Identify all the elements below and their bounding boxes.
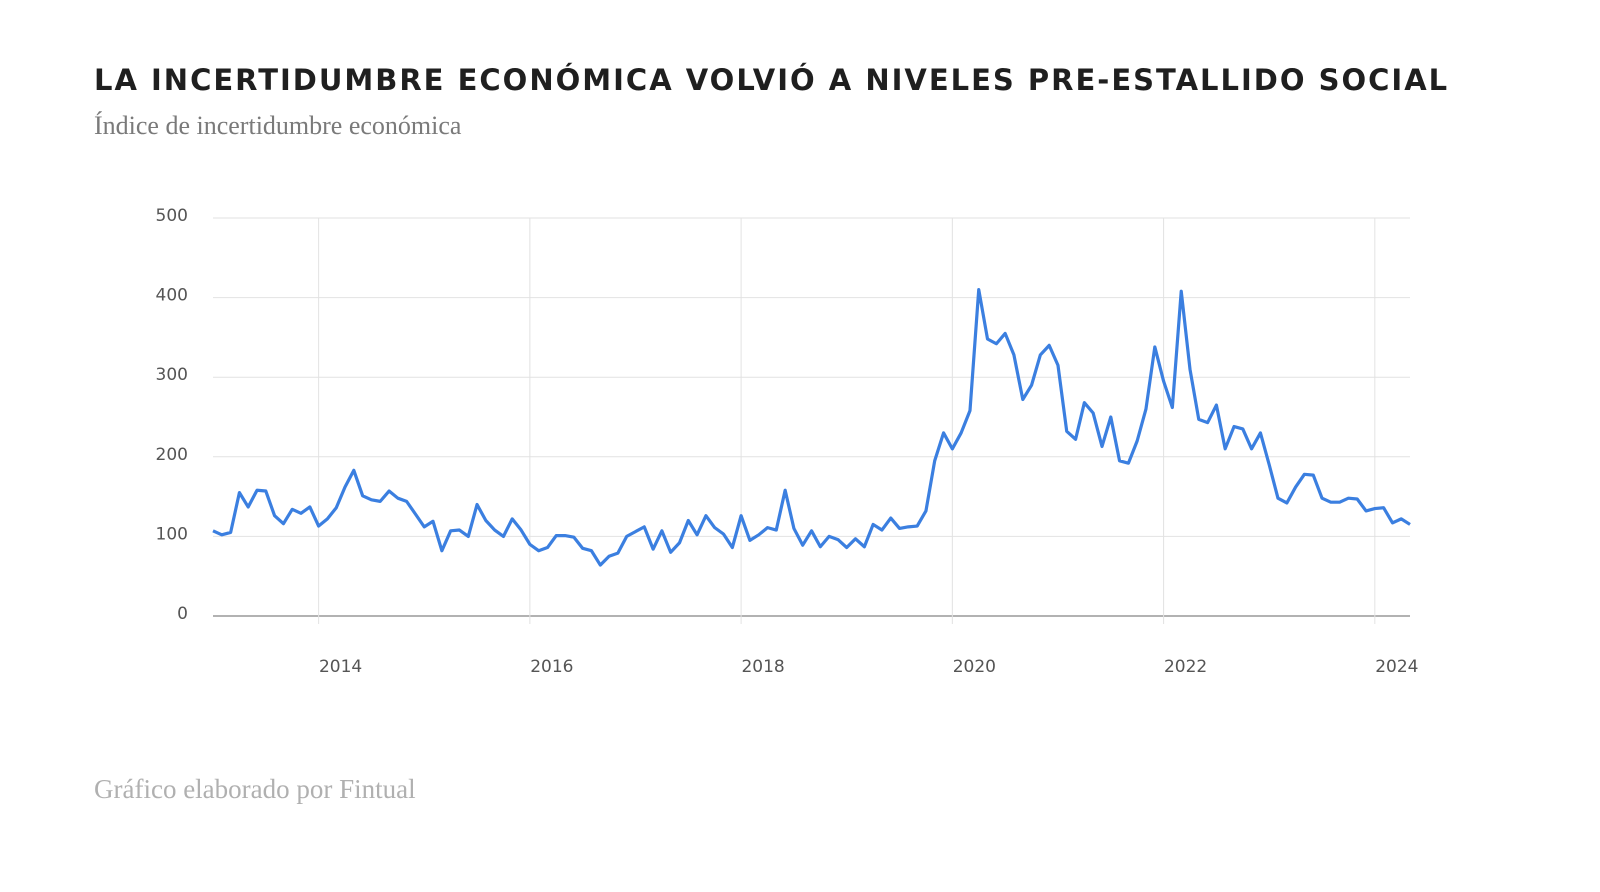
chart-subtitle: Índice de incertidumbre económica xyxy=(94,111,462,140)
chart-title: LA INCERTIDUMBRE ECONÓMICA VOLVIÓ A NIVE… xyxy=(94,63,1449,97)
y-tick-label: 200 xyxy=(156,445,188,465)
x-tick-label: 2022 xyxy=(1164,657,1207,677)
y-tick-label: 300 xyxy=(156,365,188,385)
source-note: Gráfico elaborado por Fintual xyxy=(94,774,416,804)
x-tick-label: 2014 xyxy=(319,657,362,677)
x-tick-label: 2016 xyxy=(530,657,573,677)
x-tick-label: 2018 xyxy=(741,657,784,677)
y-tick-label: 400 xyxy=(156,286,188,306)
y-tick-label: 0 xyxy=(177,604,188,624)
y-tick-label: 100 xyxy=(156,524,188,544)
y-tick-label: 500 xyxy=(156,206,188,226)
x-tick-label: 2024 xyxy=(1375,657,1418,677)
data-line xyxy=(212,288,1411,567)
x-tick-label: 2020 xyxy=(953,657,996,677)
